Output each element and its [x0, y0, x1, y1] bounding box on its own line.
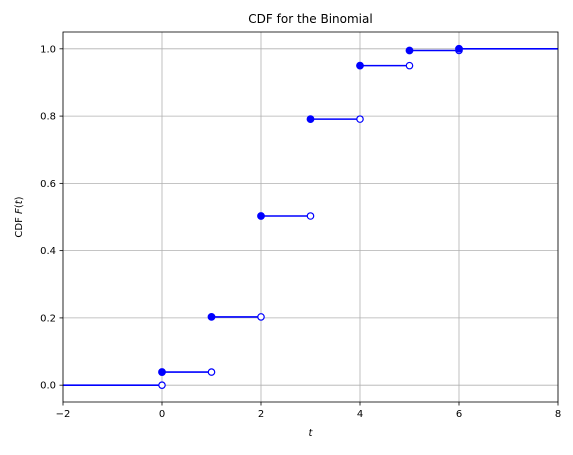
closed-point [207, 313, 216, 321]
chart-title: CDF for the Binomial [248, 12, 372, 26]
axis-ticks: −2 0 2 4 6 8 0.0 0.2 0.4 0.6 0.8 1.0 [40, 44, 561, 420]
x-tick-label: 6 [456, 409, 462, 420]
y-axis-label-var: t [14, 199, 25, 204]
y-tick-label: 1.0 [40, 44, 56, 55]
y-tick-label: 0.0 [40, 381, 56, 392]
x-tick-label: −2 [56, 409, 71, 420]
cdf-series [63, 44, 558, 389]
x-tick-label: 4 [357, 409, 363, 420]
y-tick-label: 0.4 [40, 246, 56, 257]
closed-point [405, 46, 414, 55]
y-axis-label-prefix: CDF [14, 214, 25, 238]
open-point [405, 61, 414, 70]
closed-point [356, 61, 364, 70]
x-tick-label: 8 [555, 409, 561, 420]
y-axis-label-open: ( [14, 204, 25, 208]
closed-point [158, 368, 166, 376]
y-tick-label: 0.2 [40, 313, 56, 324]
closed-point [455, 44, 463, 53]
open-point [257, 313, 265, 321]
y-axis-label: CDF F(t) [14, 196, 25, 237]
closed-point [306, 115, 315, 124]
y-axis-label-func: F [14, 208, 25, 214]
open-point [207, 368, 216, 376]
open-point [306, 212, 315, 220]
open-point [356, 115, 364, 123]
plot-frame [62, 31, 559, 403]
closed-point [257, 212, 265, 220]
x-axis-label: t [309, 428, 314, 439]
x-tick-label: 2 [258, 409, 264, 420]
y-tick-label: 0.6 [40, 179, 56, 190]
y-tick-label: 0.8 [40, 112, 56, 123]
x-tick-label: 0 [159, 409, 165, 420]
y-axis-label-close: ) [14, 196, 25, 200]
open-point [158, 381, 166, 389]
